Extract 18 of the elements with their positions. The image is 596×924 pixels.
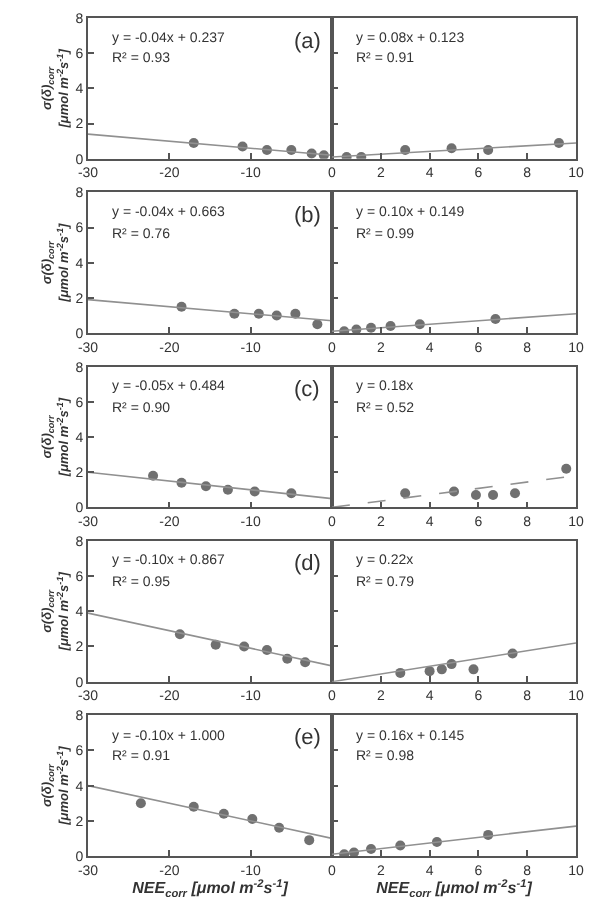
point	[488, 490, 499, 501]
annotation: (a)	[294, 30, 321, 54]
point	[135, 798, 146, 809]
point	[561, 463, 572, 474]
annotation: (b)	[294, 204, 321, 228]
point	[470, 490, 481, 501]
annotation: (d)	[294, 552, 321, 576]
annotation: (e)	[294, 726, 321, 750]
annotation: (c)	[294, 378, 320, 402]
point	[510, 488, 520, 499]
x-axis-title: NEE$_{corr}$ [μmol m$^{-2}$s$^{-1}$]	[376, 878, 533, 901]
x-axis-title: NEE$_{corr}$ [μmol m$^{-2}$s$^{-1}$]	[132, 878, 289, 901]
point	[436, 664, 447, 675]
point	[424, 666, 435, 677]
point	[468, 664, 479, 675]
point	[312, 319, 323, 330]
point	[400, 488, 411, 499]
point	[304, 835, 315, 846]
